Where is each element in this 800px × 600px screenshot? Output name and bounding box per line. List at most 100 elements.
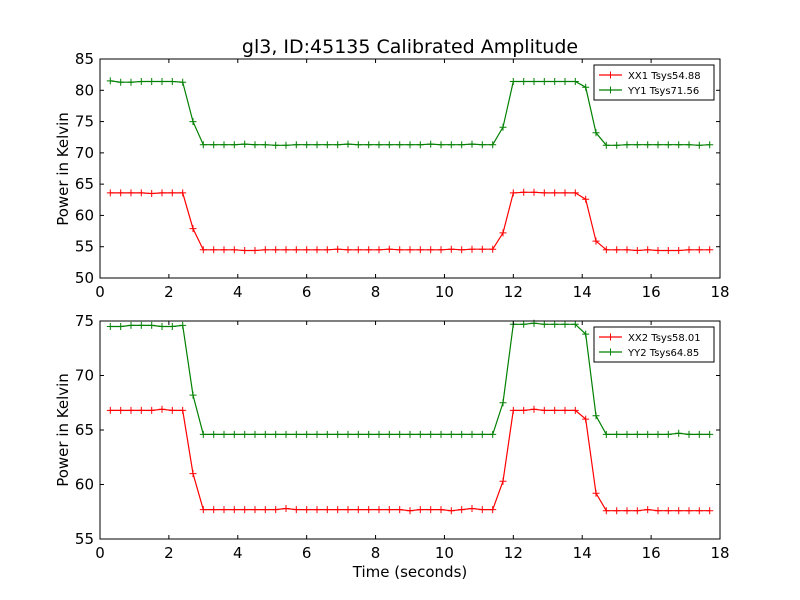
data-point: [654, 247, 662, 254]
data-point: [220, 141, 228, 149]
y-tick-label: 55: [75, 238, 94, 256]
data-point: [210, 430, 218, 438]
data-point: [633, 247, 641, 254]
data-point: [261, 430, 269, 438]
data-point: [530, 405, 538, 413]
data-point: [230, 430, 238, 438]
data-point: [592, 129, 600, 137]
data-point: [365, 430, 373, 438]
data-point: [437, 506, 445, 514]
data-point: [520, 320, 528, 328]
data-point: [540, 189, 548, 197]
data-point: [427, 506, 435, 514]
data-point: [199, 141, 207, 149]
x-tick-label: 2: [164, 544, 174, 562]
data-point: [644, 430, 652, 438]
data-point: [520, 406, 528, 414]
data-point: [582, 195, 590, 203]
data-point: [106, 77, 114, 85]
legend: XX1 Tsys54.88 YY1 Tsys71.56: [593, 64, 715, 101]
data-point: [530, 78, 538, 85]
data-point: [561, 78, 569, 85]
x-tick-label: 10: [435, 544, 454, 562]
legend-swatch-marker: [607, 71, 614, 79]
data-point: [613, 507, 621, 515]
x-tick-label: 0: [95, 544, 105, 562]
data-point: [334, 141, 342, 149]
data-point: [385, 506, 393, 514]
x-tick-label: 18: [710, 544, 729, 562]
y-tick-label: 55: [75, 530, 94, 548]
data-point: [633, 141, 641, 149]
data-point: [551, 320, 559, 328]
data-point: [592, 489, 600, 497]
data-point: [437, 246, 445, 254]
data-point: [199, 430, 207, 438]
legend-entry-label: YY2 Tsys64.85: [627, 348, 699, 359]
data-point: [406, 246, 414, 254]
data-point: [458, 246, 466, 254]
data-point: [571, 406, 579, 414]
data-point: [158, 78, 166, 85]
data-point: [334, 506, 342, 514]
data-point: [427, 246, 435, 254]
data-point: [664, 507, 672, 515]
x-tick-label: 18: [710, 283, 729, 301]
data-point: [220, 430, 228, 438]
x-tick-label: 0: [95, 283, 105, 301]
data-point: [168, 323, 176, 330]
data-point: [695, 246, 703, 254]
data-point: [416, 246, 424, 254]
data-point: [220, 506, 228, 514]
data-point: [509, 189, 517, 197]
data-point: [437, 141, 445, 149]
data-point: [354, 246, 362, 254]
y-tick-label: 70: [75, 144, 94, 162]
data-point: [106, 323, 114, 330]
data-point: [561, 406, 569, 414]
data-point: [106, 189, 114, 197]
bottom-panel-xlabel: Time (seconds): [352, 563, 468, 581]
data-point: [261, 506, 269, 514]
data-point: [602, 246, 610, 254]
data-point: [489, 141, 497, 149]
data-point: [375, 506, 383, 514]
data-point: [613, 430, 621, 438]
data-point: [478, 141, 486, 149]
data-point: [685, 507, 693, 515]
data-point: [675, 141, 683, 149]
data-point: [664, 247, 672, 254]
data-point: [261, 246, 269, 254]
data-point: [241, 247, 249, 254]
data-point: [706, 507, 714, 515]
data-point: [292, 141, 300, 149]
data-point: [323, 141, 331, 149]
data-point: [706, 141, 714, 149]
data-point: [158, 323, 166, 330]
data-point: [106, 406, 114, 414]
data-point: [592, 412, 600, 420]
data-point: [272, 246, 280, 254]
data-point: [654, 430, 662, 438]
legend-entry-label: XX2 Tsys58.01: [628, 333, 701, 344]
data-point: [406, 507, 414, 515]
data-point: [396, 430, 404, 438]
data-point: [613, 141, 621, 149]
data-point: [282, 505, 290, 512]
data-point: [437, 430, 445, 438]
y-tick-label: 50: [75, 269, 94, 287]
data-point: [644, 506, 652, 514]
data-point: [540, 78, 548, 85]
data-point: [210, 506, 218, 514]
data-point: [396, 141, 404, 149]
data-point: [520, 78, 528, 85]
data-point: [251, 506, 259, 514]
data-point: [520, 188, 528, 196]
data-point: [168, 78, 176, 85]
data-point: [602, 141, 610, 149]
data-point: [303, 506, 311, 514]
data-point: [613, 246, 621, 254]
data-point: [458, 506, 466, 514]
data-point: [499, 477, 507, 485]
x-tick-label: 2: [164, 283, 174, 301]
